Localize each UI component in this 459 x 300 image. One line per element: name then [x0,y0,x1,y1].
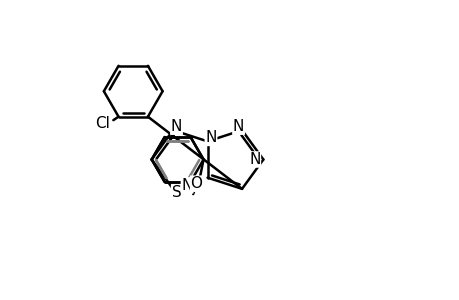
Text: N: N [170,119,182,134]
Text: N: N [232,119,244,134]
Text: N: N [205,130,216,146]
Text: N: N [181,178,192,193]
Text: S: S [171,185,181,200]
Text: O: O [190,176,202,191]
Text: N: N [248,152,260,167]
Text: Cl: Cl [95,116,110,131]
